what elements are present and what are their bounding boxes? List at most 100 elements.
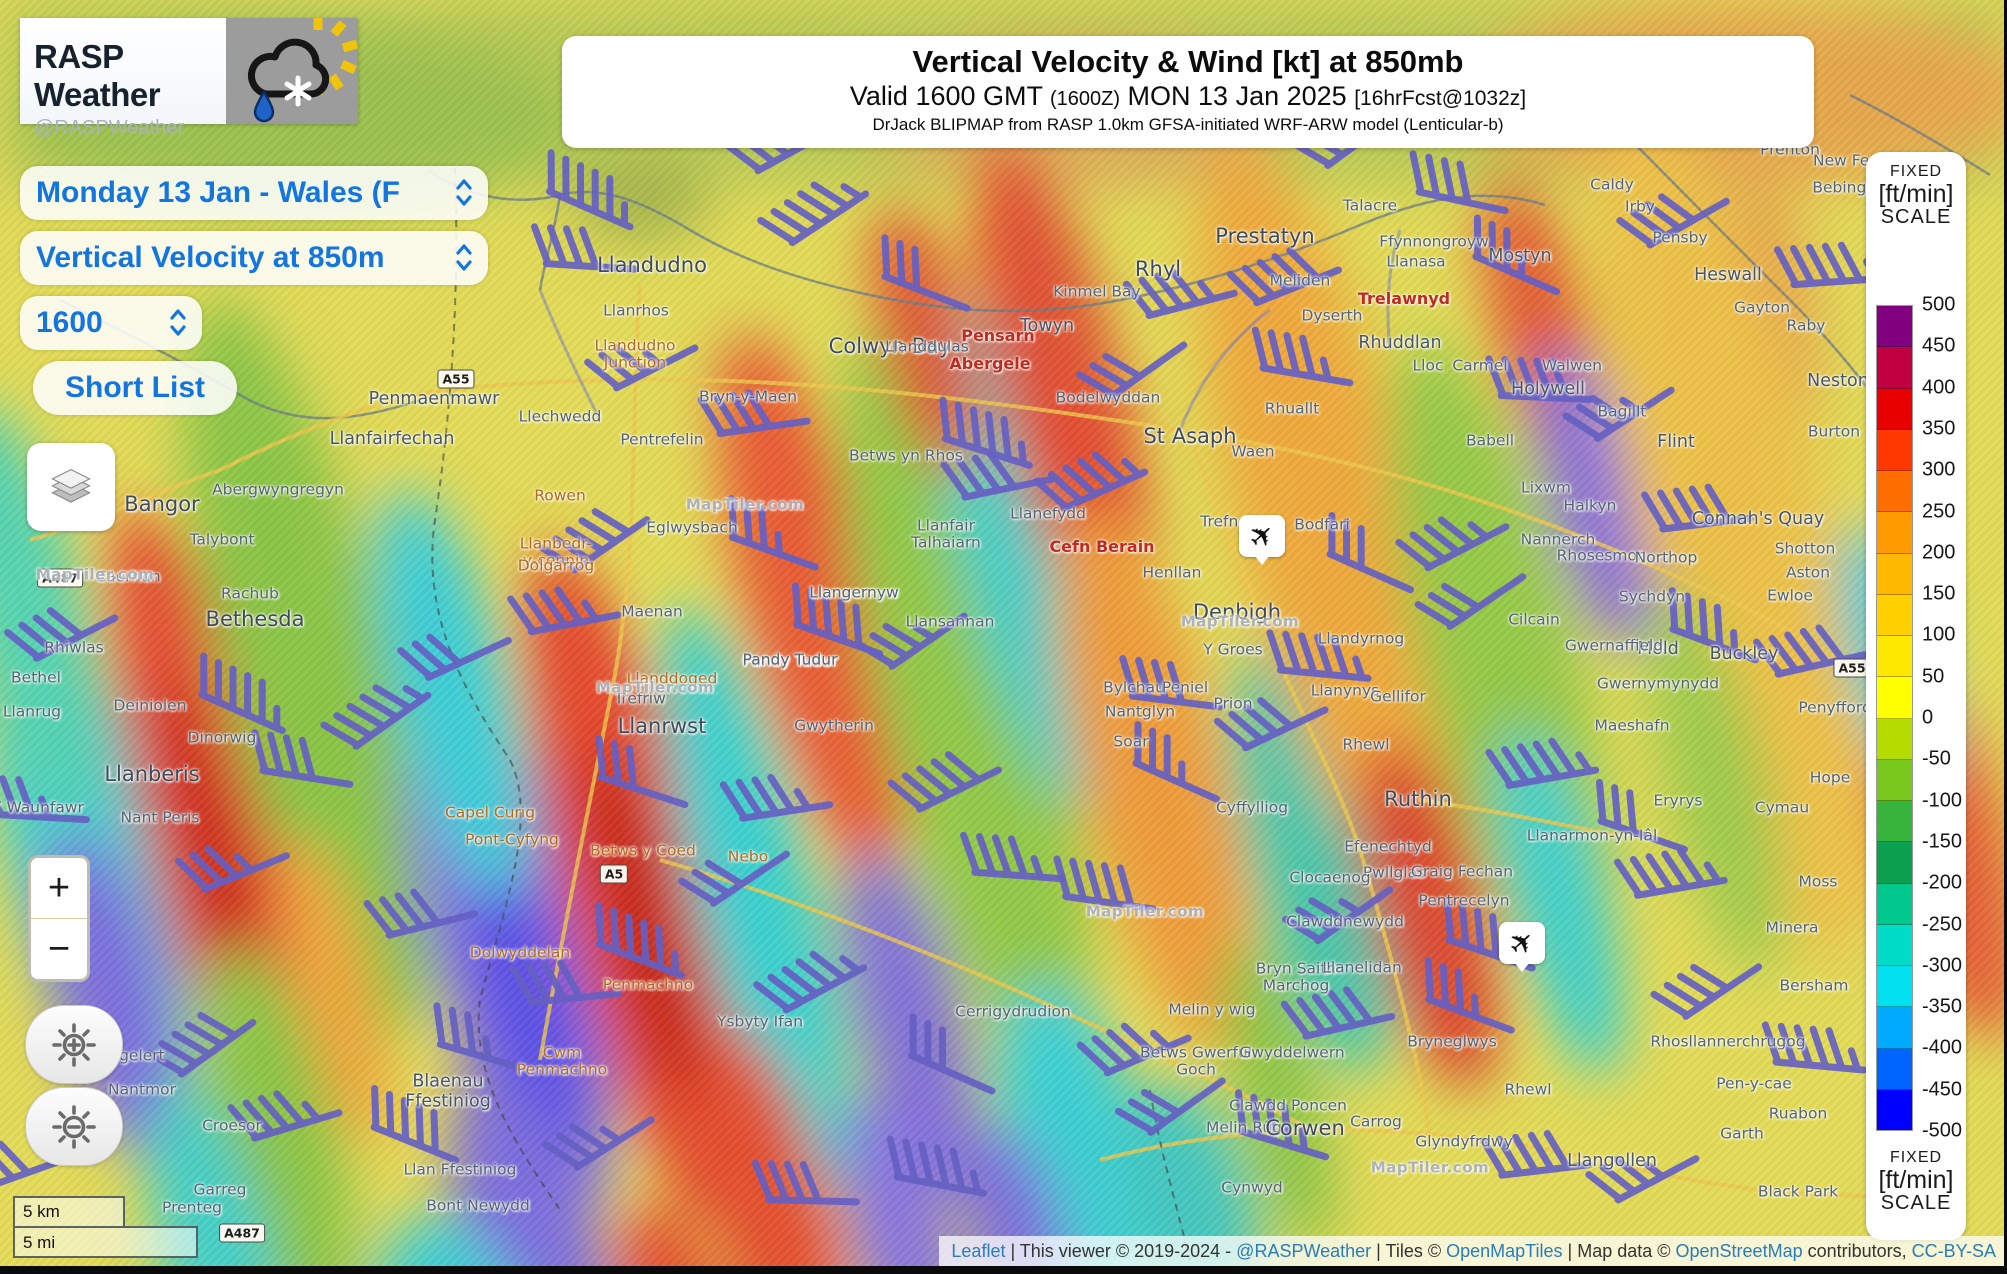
legend-colorbar <box>1876 305 1913 1131</box>
map-place-label: Burton <box>1807 422 1861 441</box>
map-place-label: Llanfair Talhaiarn <box>911 516 981 552</box>
map-place-label: Capel Curig <box>444 803 536 822</box>
map-place-label: Bersham <box>1779 976 1849 995</box>
map-place-label: Rhosllannerchrugog <box>1650 1032 1806 1051</box>
map-place-label: Nannerch <box>1520 530 1596 549</box>
road-shield: A55 <box>1833 658 1871 678</box>
map-place-label: Pen-y-cae <box>1716 1074 1792 1093</box>
map-place-label: Penmachno <box>602 975 694 994</box>
attribution-link[interactable]: CC-BY-SA <box>1911 1240 1996 1261</box>
map-watermark: MapTiler.com <box>595 678 715 697</box>
attribution-link[interactable]: @RASPWeather <box>1236 1240 1372 1261</box>
legend-tick-label: -150 <box>1922 830 1963 853</box>
legend-header-units: [ft/min] <box>1878 179 1954 208</box>
map-place-label: Llandudno <box>597 253 707 278</box>
attribution-link[interactable]: OpenMapTiles <box>1446 1240 1563 1261</box>
map-place-label: Clocaenog <box>1289 868 1371 887</box>
map-place-label: Llan Ffestiniog <box>403 1160 517 1179</box>
map-place-label: Prion <box>1213 694 1253 713</box>
map-place-label: Shotton <box>1774 539 1836 558</box>
brightness-down-button[interactable] <box>25 1087 123 1166</box>
map-place-label: Llechwedd <box>518 407 602 426</box>
map-place-label: Llandudno Junction <box>594 336 676 372</box>
map-place-label: Kinmel Bay <box>1053 282 1141 301</box>
boundary-line <box>431 167 1191 1261</box>
legend-color-cell <box>1877 471 1912 513</box>
time-select[interactable]: 1600 <box>20 296 202 350</box>
map-place-label: Waen <box>1231 442 1275 461</box>
layers-button[interactable] <box>27 443 115 531</box>
logo-title: RASP Weather <box>34 38 161 113</box>
airfield-marker[interactable]: ✈ <box>1499 922 1545 972</box>
zoom-in-button[interactable]: + <box>31 858 87 918</box>
map-place-label: Ruthin <box>1384 787 1452 812</box>
map-place-label: Rhuallt <box>1264 399 1320 418</box>
map-place-label: Bagillt <box>1597 402 1647 421</box>
marker-pin-tip <box>1254 555 1270 565</box>
map-place-label: Towyn <box>1019 316 1075 337</box>
map-place-label: Prestatyn <box>1215 224 1315 249</box>
map-place-label: Llanbedr- y-cennin <box>519 534 593 570</box>
map-place-label: Llanrug <box>2 702 62 721</box>
brightness-up-button[interactable] <box>25 1005 123 1084</box>
attribution-text-part: | Map data © <box>1562 1240 1676 1261</box>
map-place-label: Pandy Tudur <box>742 650 838 669</box>
map-place-label: Maeshafn <box>1594 716 1670 735</box>
parameter-select[interactable]: Vertical Velocity at 850m <box>20 231 488 285</box>
map-place-label: Pandy Tudur <box>742 651 838 670</box>
legend-color-cell <box>1877 553 1912 595</box>
screen-edge-right <box>2004 0 2007 1274</box>
legend-tick-label: -300 <box>1922 954 1963 977</box>
marker-pin <box>1239 515 1285 557</box>
legend-tick-label: -50 <box>1922 747 1951 770</box>
map-place-label: Irby <box>1625 197 1655 216</box>
legend-color-cell <box>1877 966 1912 1008</box>
weather-cloud-icon <box>226 16 359 124</box>
map-place-label: Llandyrnog <box>1317 629 1405 648</box>
map-place-label: Trefriw <box>614 689 666 708</box>
airfield-marker[interactable]: ✈ <box>1239 515 1285 565</box>
map-place-label: Blaenau Ffestiniog <box>405 1071 491 1111</box>
map-watermark: MapTiler.com <box>1180 612 1300 631</box>
attribution-text-part: | Tiles © <box>1371 1240 1447 1261</box>
screen-edge-bottom <box>0 1266 2007 1274</box>
road-shield: A55 <box>437 369 475 389</box>
day-region-select[interactable]: Monday 13 Jan - Wales (F <box>20 166 488 220</box>
legend-tick-label: 250 <box>1922 500 1956 522</box>
map-place-label: Ffynnongroyw <box>1379 232 1489 251</box>
legend-tick-label: -400 <box>1922 1036 1963 1059</box>
map-place-label: Halkyn <box>1563 496 1617 515</box>
attribution-link[interactable]: Leaflet <box>951 1240 1006 1261</box>
legend-tick-label: 0 <box>1922 706 1934 729</box>
map-place-label: Bethel <box>11 668 61 687</box>
map-place-label: Gwytherin <box>794 716 874 735</box>
map-place-label: Clawddnewydd <box>1286 912 1404 931</box>
map-place-label: Melin Rûg <box>1205 1118 1283 1137</box>
map-place-label: Heswall <box>1694 265 1762 286</box>
map-place-label: Cyffylliog <box>1215 798 1289 817</box>
map-place-label: Dolgarrog <box>517 556 595 575</box>
map-place-label: Graig Fechan <box>1410 862 1514 881</box>
rasp-logo[interactable]: RASP Weather @RASPWeather <box>20 16 359 139</box>
map-place-label: Dolwyddelan <box>469 943 571 962</box>
map-place-label: Rhuddlan <box>1358 333 1442 354</box>
map-place-label: Holywell <box>1511 379 1585 400</box>
map-watermark: MapTiler.com <box>1085 902 1205 921</box>
legend-ticks: 500 450 400 350 300 250 200 150 100 50 0 -50 -100 -15… <box>1922 294 1966 1142</box>
map-place-label: Talacre <box>1342 196 1398 215</box>
map-place-label: Rowen <box>534 486 586 505</box>
short-list-button[interactable]: Short List <box>33 361 237 415</box>
map-place-label: Bethesda <box>205 607 305 632</box>
map-place-label: Aston <box>1785 563 1831 582</box>
map-place-label: Cilcain <box>1508 610 1560 629</box>
map-place-label: Llanfairfechan <box>329 429 455 450</box>
map-place-label: Y Waunfawr <box>0 798 84 817</box>
chevron-up-down-icon <box>456 179 472 206</box>
map-place-label: Bryn-y-Maen <box>698 387 798 406</box>
map-place-label: Eryrys <box>1653 791 1703 810</box>
map-place-label: Pentrefelin <box>620 430 704 449</box>
zoom-out-button[interactable]: − <box>31 919 87 979</box>
attribution-link[interactable]: OpenStreetMap <box>1675 1240 1803 1261</box>
map-place-label: Denbigh <box>1192 600 1282 625</box>
map-place-label: Trelawnyd <box>1357 289 1451 309</box>
